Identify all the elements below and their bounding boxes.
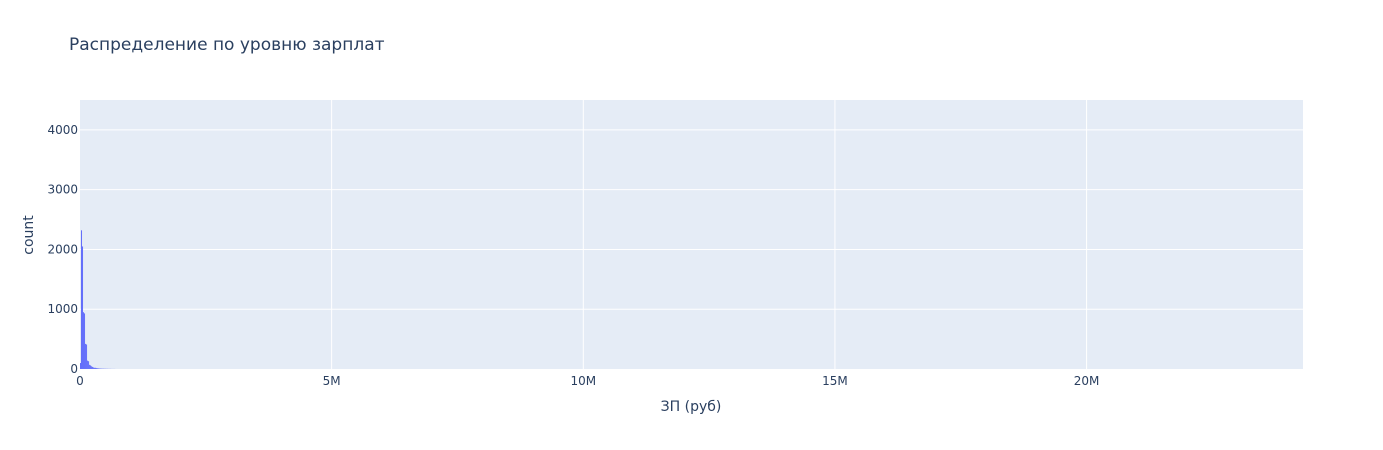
y-axis-title: count — [21, 215, 37, 255]
histogram-bar — [87, 360, 89, 369]
y-tick-label: 1000 — [47, 302, 78, 316]
histogram-bar — [83, 312, 85, 369]
histogram-bar — [86, 344, 88, 369]
histogram-bar — [91, 366, 93, 369]
x-axis-ticks: 0 5M 10M 15M 20M — [76, 374, 1099, 388]
x-tick-label: 0 — [76, 374, 84, 388]
histogram-bar — [97, 368, 99, 369]
plot-background — [80, 100, 1303, 369]
histogram-bar — [95, 367, 97, 369]
histogram-bar — [84, 313, 86, 369]
histogram-bar — [88, 361, 90, 369]
gridlines — [80, 100, 1303, 369]
histogram-bar — [85, 343, 87, 369]
y-tick-label: 3000 — [47, 183, 78, 197]
histogram-bar — [82, 246, 84, 369]
histogram-bar — [98, 368, 100, 369]
y-tick-label: 2000 — [47, 242, 78, 256]
histogram-bar — [96, 368, 98, 369]
histogram-bars — [80, 230, 116, 369]
y-tick-label: 0 — [70, 362, 78, 376]
histogram-bar — [94, 367, 96, 369]
x-tick-label: 10M — [570, 374, 596, 388]
x-axis-title: ЗП (руб) — [661, 399, 722, 415]
histogram-bar — [89, 364, 91, 369]
histogram-bar — [92, 366, 94, 369]
x-tick-label: 20M — [1074, 374, 1100, 388]
y-axis-ticks: 0 1000 2000 3000 4000 — [47, 123, 78, 376]
x-tick-label: 5M — [323, 374, 341, 388]
histogram-bar — [81, 230, 83, 369]
histogram-bar — [80, 363, 82, 369]
chart-title: Распределение по уровню зарплат — [69, 35, 385, 55]
x-tick-label: 15M — [822, 374, 848, 388]
y-tick-label: 4000 — [47, 123, 78, 137]
histogram-bar — [93, 367, 95, 369]
histogram-bar — [90, 365, 92, 369]
